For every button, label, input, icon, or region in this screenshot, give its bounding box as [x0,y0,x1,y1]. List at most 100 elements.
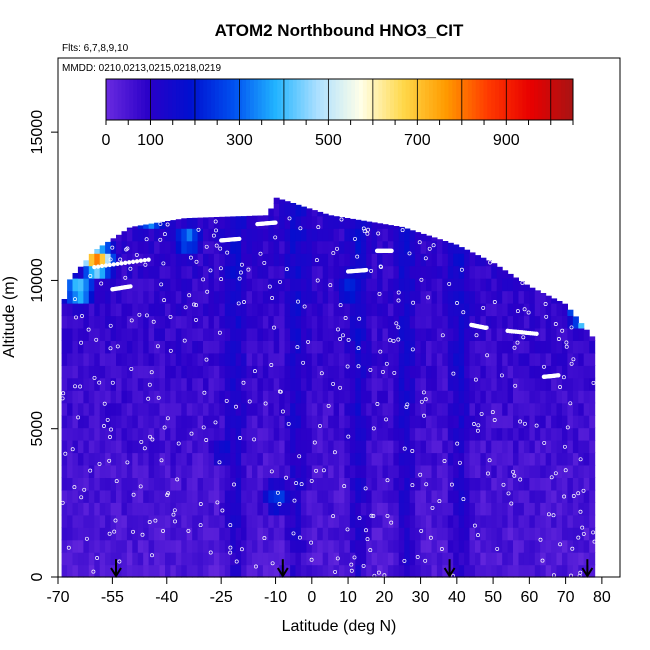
heatmap-cell [393,327,400,341]
heatmap-cell [426,564,432,578]
heatmap-cell [420,278,427,292]
heatmap-cell [415,390,422,404]
sample-point [442,459,447,463]
heatmap-cell [496,477,503,491]
heatmap-cell [355,415,362,429]
heatmap-cell [442,440,449,454]
heatmap-cell [328,390,335,404]
heatmap-cell [398,303,405,317]
heatmap-cell [344,464,351,478]
heatmap-cell [349,218,356,229]
heatmap-cell [159,340,166,354]
heatmap-cell [333,377,340,391]
flight-arrow-head [276,567,289,578]
heatmap-cell [415,514,422,528]
heatmap-cell [170,278,177,292]
heatmap-cell [398,452,405,466]
heatmap-cell [268,315,275,329]
colorbar-swatch [343,79,348,120]
heatmap-cell [523,564,530,578]
heatmap-cell [246,352,253,366]
heatmap-cell [556,552,563,566]
heatmap-cell [219,216,226,229]
heatmap-cell [567,502,574,516]
sample-point [273,235,278,240]
heatmap-cell [295,265,302,279]
heatmap-cell [513,564,519,578]
heatmap-cell [360,477,367,491]
heatmap-cell [317,440,324,454]
heatmap-cell [67,290,74,304]
heatmap-cell [491,427,498,441]
heatmap-cell [377,527,384,541]
heatmap-cell [371,340,378,354]
heatmap-cell [382,489,389,503]
heatmap-cell [132,477,139,491]
heatmap-cell [306,464,313,478]
heatmap-cell [518,502,525,516]
heatmap-cell [295,402,302,416]
heatmap-cell [447,440,454,454]
heatmap-cell [540,452,547,466]
heatmap-cell [442,340,449,354]
heatmap-cell [105,327,112,341]
sample-point [357,316,362,321]
heatmap-cell [578,552,585,566]
heatmap-cell [469,564,476,578]
heatmap-cell [61,415,68,429]
sample-point [139,439,144,444]
heatmap-cell [197,217,204,229]
heatmap-cell [257,489,264,503]
heatmap-cell [148,253,155,267]
heatmap-cell [420,502,427,516]
heatmap-cell [551,489,558,503]
heatmap-cell [545,552,552,566]
heatmap-cell [105,489,112,503]
sample-point [431,243,436,248]
heatmap-cell [344,415,351,429]
heatmap-cell [148,265,155,279]
heatmap-cell [458,539,465,553]
heatmap-cell [224,340,231,354]
heatmap-cell [349,352,356,366]
heatmap-cell [485,290,492,304]
heatmap-cell [88,340,95,354]
heatmap-cell [317,303,324,317]
heatmap-cell [159,221,166,229]
heatmap-cell [398,440,405,454]
heatmap-cell [322,265,329,279]
heatmap-cell [366,564,373,578]
heatmap-cell [273,253,280,267]
heatmap-cell [322,315,329,329]
heatmap-cell [545,477,552,491]
heatmap-cell [485,552,492,566]
heatmap-cell [322,527,329,541]
heatmap-cell [175,290,182,304]
heatmap-cell [360,564,367,578]
heatmap-cell [230,253,237,267]
heatmap-cell [583,440,590,454]
heatmap-cell [300,206,307,217]
heatmap-cell [99,552,106,566]
heatmap-cell [192,402,199,416]
heatmap-cell [387,228,394,242]
sample-point [481,305,486,310]
heatmap-cell [355,327,362,341]
sample-point [455,441,460,446]
heatmap-cell [328,352,335,366]
heatmap-cell [262,278,269,292]
heatmap-cell [409,265,416,279]
heatmap-cell [513,514,519,528]
heatmap-cell [409,340,416,354]
heatmap-cell [578,402,585,416]
heatmap-cell [556,365,563,379]
heatmap-cell [513,477,519,491]
heatmap-cell [137,452,144,466]
sample-point [513,383,518,388]
heatmap-cell [322,213,329,217]
heatmap-cell [284,527,291,541]
heatmap-cell [464,278,471,292]
heatmap-cell [562,377,568,391]
heatmap-cell [534,290,541,304]
heatmap-cell [513,352,519,366]
